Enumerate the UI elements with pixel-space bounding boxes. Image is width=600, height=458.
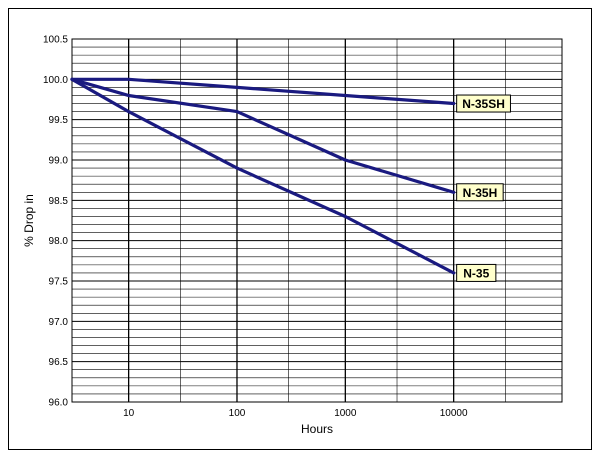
- y-axis-tick-labels: 96.0 96.5 97.0 97.5 98.0 98.5 99.0 99.5 100.0 100…: [43, 35, 68, 409]
- series-line: [70, 77, 456, 275]
- series-label-text: N-35: [463, 266, 489, 280]
- series-lines: [70, 77, 456, 275]
- chart-frame: 96.0 96.5 97.0 97.5 98.0 98.5 99.0 99.5 100.0 100…: [8, 8, 592, 450]
- series-label: N-35H: [456, 183, 504, 202]
- y-tick-label: 96.5: [49, 357, 69, 368]
- series-line: [70, 77, 456, 194]
- y-tick-label: 96.0: [49, 398, 69, 409]
- y-tick-label: 97.5: [49, 277, 69, 288]
- y-tick-label: 99.5: [49, 115, 69, 126]
- series-label: N-35SH: [456, 94, 511, 113]
- series-line: [70, 77, 456, 106]
- plot-area: [71, 38, 563, 403]
- series-label: N-35: [456, 263, 497, 282]
- series-label-text: N-35H: [463, 186, 498, 200]
- x-tick-label: 10: [123, 408, 135, 419]
- x-tick-label: 100: [229, 408, 246, 419]
- y-tick-label: 100.0: [43, 75, 68, 86]
- series-label-box: [456, 183, 504, 202]
- x-axis-tick-labels: 10 100 1000 10000: [123, 408, 468, 419]
- series-label-box: [456, 263, 497, 282]
- x-axis-label: Hours: [301, 422, 333, 436]
- x-tick-label: 1000: [334, 408, 357, 419]
- y-tick-label: 97.0: [49, 317, 69, 328]
- series-label-box: [456, 94, 511, 113]
- y-tick-label: 98.5: [49, 196, 69, 207]
- line-chart: 96.0 96.5 97.0 97.5 98.0 98.5 99.0 99.5 100.0 100…: [22, 35, 563, 436]
- y-tick-label: 98.0: [49, 236, 69, 247]
- series-label-text: N-35SH: [462, 97, 505, 111]
- y-tick-label: 100.5: [43, 35, 68, 46]
- series-labels: N-35SH N-35H N-35: [456, 94, 511, 282]
- x-tick-label: 10000: [440, 408, 468, 419]
- y-axis-label: % Drop in: [22, 194, 36, 247]
- y-tick-label: 99.0: [49, 156, 69, 167]
